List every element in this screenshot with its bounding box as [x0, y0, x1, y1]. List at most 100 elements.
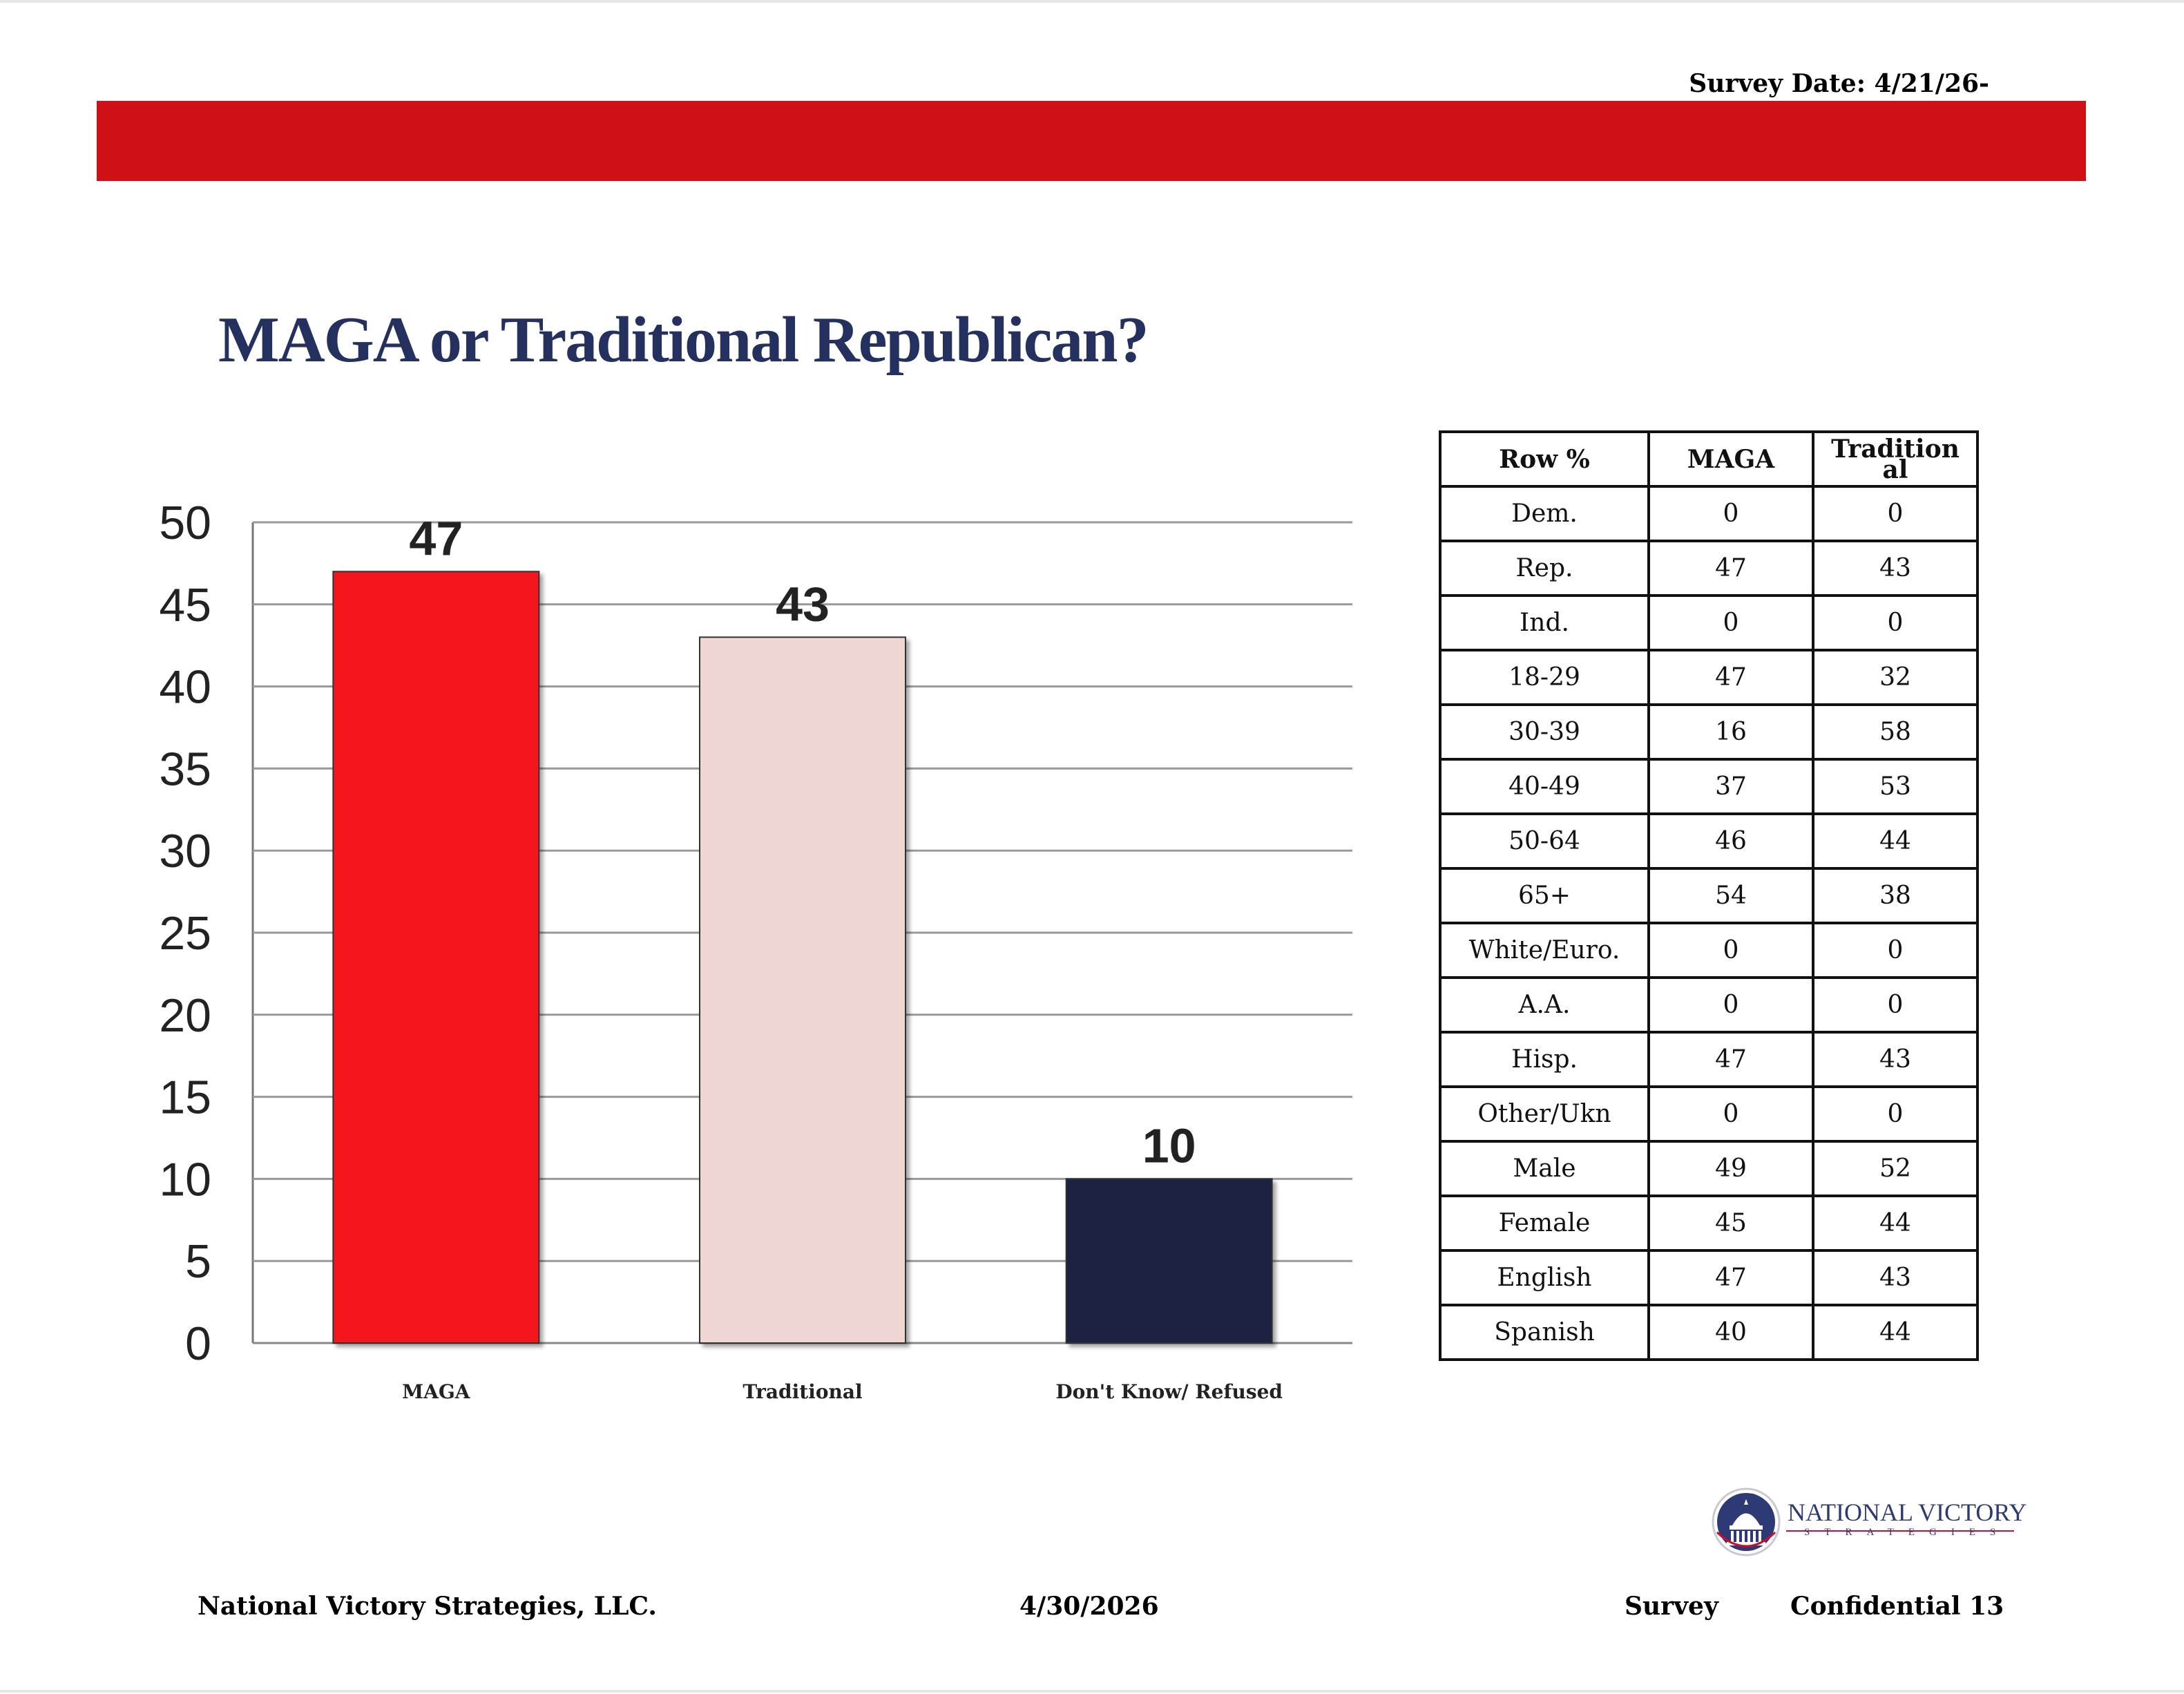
page-border-bottom [0, 1690, 2184, 1693]
crosstab-header-maga: MAGA [1647, 430, 1814, 488]
crosstab-row: 40-49 37 53 [1439, 758, 1979, 815]
crosstab-row-label: Spanish [1439, 1304, 1650, 1361]
crosstab-maga-cell: 0 [1647, 485, 1814, 542]
crosstab-traditional-cell: 0 [1812, 922, 1979, 979]
crosstab-row: 50-64 46 44 [1439, 812, 1979, 870]
crosstab-maga-cell: 16 [1647, 703, 1814, 761]
crosstab-maga-cell: 0 [1647, 976, 1814, 1034]
header-band [97, 101, 2086, 181]
crosstab-row: English 47 43 [1439, 1249, 1979, 1306]
category-label: Don't Know/ Refused [1055, 1380, 1283, 1403]
page-border-top [0, 0, 2184, 3]
crosstab-table: Row % MAGA Traditional Dem. 0 0 Rep. 47 43 Ind… [1439, 430, 1979, 1361]
footer-survey: Survey [1625, 1592, 1718, 1621]
footer-company: National Victory Strategies, LLC. [198, 1592, 657, 1621]
crosstab-traditional-cell: 38 [1812, 867, 1979, 924]
crosstab-traditional-cell: 0 [1812, 1085, 1979, 1143]
crosstab-header-traditional: Traditional [1812, 430, 1979, 488]
bar [332, 571, 540, 1344]
y-tick-label: 30 [159, 825, 211, 877]
data-label: 43 [776, 577, 830, 631]
crosstab-row: Female 45 44 [1439, 1195, 1979, 1252]
y-tick-label: 15 [159, 1072, 211, 1124]
bar-chart: 0 5 10 15 20 25 30 35 40 45 50 47 MAGA 43 Traditional 1… [159, 497, 1352, 1403]
y-tick-label: 35 [159, 743, 211, 795]
category-label: Traditional [743, 1380, 862, 1403]
crosstab-row: 18-29 47 32 [1439, 649, 1979, 706]
crosstab-maga-cell: 46 [1647, 812, 1814, 870]
crosstab-row-label: Ind. [1439, 594, 1650, 651]
y-tick-label: 40 [159, 661, 211, 714]
crosstab-maga-cell: 54 [1647, 867, 1814, 924]
crosstab-traditional-cell: 44 [1812, 812, 1979, 870]
crosstab-row-label: 50-64 [1439, 812, 1650, 870]
crosstab-traditional-cell: 43 [1812, 540, 1979, 597]
crosstab-row: Other/Ukn 0 0 [1439, 1085, 1979, 1143]
bar [699, 636, 906, 1344]
crosstab-row: Spanish 40 44 [1439, 1304, 1979, 1361]
crosstab-traditional-cell: 44 [1812, 1195, 1979, 1252]
y-tick-label: 5 [185, 1235, 211, 1288]
crosstab-row: 30-39 16 58 [1439, 703, 1979, 761]
crosstab-traditional-cell: 0 [1812, 594, 1979, 651]
crosstab-row: Rep. 47 43 [1439, 540, 1979, 597]
y-tick-label: 0 [185, 1317, 211, 1370]
crosstab-row-label: Rep. [1439, 540, 1650, 597]
crosstab-row: 65+ 54 38 [1439, 867, 1979, 924]
bar [1065, 1178, 1273, 1344]
crosstab-header-row-pct: Row % [1439, 430, 1650, 488]
y-tick-label: 45 [159, 579, 211, 631]
crosstab-maga-cell: 0 [1647, 594, 1814, 651]
crosstab-traditional-cell: 44 [1812, 1304, 1979, 1361]
crosstab-row-label: 30-39 [1439, 703, 1650, 761]
logo-name: NATIONAL VICTORY [1788, 1498, 2027, 1526]
crosstab-row: Dem. 0 0 [1439, 485, 1979, 542]
crosstab-maga-cell: 49 [1647, 1140, 1814, 1197]
logo-subtitle: STRATEGIES [1804, 1527, 2011, 1538]
crosstab-maga-cell: 37 [1647, 758, 1814, 815]
crosstab-traditional-cell: 58 [1812, 703, 1979, 761]
crosstab-row-label: Female [1439, 1195, 1650, 1252]
crosstab-maga-cell: 47 [1647, 540, 1814, 597]
crosstab-row-label: Other/Ukn [1439, 1085, 1650, 1143]
crosstab-row-label: 65+ [1439, 867, 1650, 924]
crosstab-row-label: Dem. [1439, 485, 1650, 542]
footer-confidential: Confidential 13 [1790, 1592, 2004, 1621]
crosstab-row: A.A. 0 0 [1439, 976, 1979, 1034]
footer-date: 4/30/2026 [1019, 1592, 1159, 1621]
crosstab-maga-cell: 0 [1647, 922, 1814, 979]
crosstab-row-label: English [1439, 1249, 1650, 1306]
company-logo [1712, 1487, 2014, 1557]
capitol-dome-icon [1712, 1487, 1781, 1557]
data-label: 10 [1142, 1119, 1196, 1172]
category-label: MAGA [402, 1380, 471, 1403]
crosstab-traditional-cell: 43 [1812, 1249, 1979, 1306]
y-tick-label: 25 [159, 907, 211, 960]
crosstab-maga-cell: 47 [1647, 1249, 1814, 1306]
crosstab-maga-cell: 47 [1647, 1031, 1814, 1088]
crosstab-row-label: A.A. [1439, 976, 1650, 1034]
crosstab-row: Ind. 0 0 [1439, 594, 1979, 651]
crosstab-row-label: Male [1439, 1140, 1650, 1197]
y-tick-label: 10 [159, 1153, 211, 1206]
y-tick-label: 20 [159, 989, 211, 1042]
crosstab-maga-cell: 40 [1647, 1304, 1814, 1361]
crosstab-maga-cell: 45 [1647, 1195, 1814, 1252]
crosstab-row: Male 49 52 [1439, 1140, 1979, 1197]
crosstab-row: Hisp. 47 43 [1439, 1031, 1979, 1088]
crosstab-traditional-cell: 32 [1812, 649, 1979, 706]
crosstab-row-label: 40-49 [1439, 758, 1650, 815]
crosstab-traditional-cell: 53 [1812, 758, 1979, 815]
crosstab-traditional-cell: 0 [1812, 485, 1979, 542]
crosstab-row-label: Hisp. [1439, 1031, 1650, 1088]
data-label: 47 [409, 511, 463, 565]
crosstab-traditional-cell: 0 [1812, 976, 1979, 1034]
crosstab-row-label: White/Euro. [1439, 922, 1650, 979]
chart-title: MAGA or Traditional Republican? [218, 304, 1149, 376]
crosstab-traditional-cell: 52 [1812, 1140, 1979, 1197]
crosstab-maga-cell: 47 [1647, 649, 1814, 706]
crosstab-header-row: Row % MAGA Traditional [1439, 430, 1979, 488]
y-tick-label: 50 [159, 497, 211, 549]
crosstab-row: White/Euro. 0 0 [1439, 922, 1979, 979]
crosstab-row-label: 18-29 [1439, 649, 1650, 706]
